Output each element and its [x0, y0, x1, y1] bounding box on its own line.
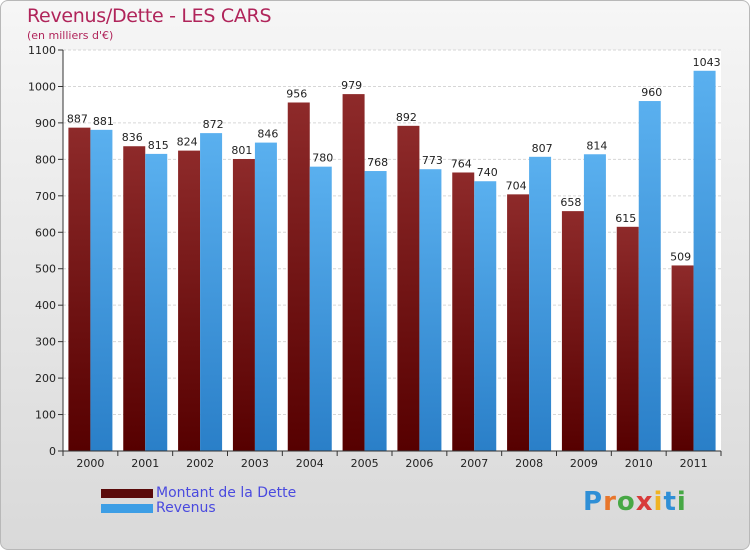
y-tick-label: 300: [35, 336, 56, 349]
logo-letter: o: [616, 487, 636, 517]
logo-letter: r: [603, 487, 617, 517]
data-labels: 887 881 836 815 824 872 801 846 956 780 979 768 892 7…: [67, 56, 721, 264]
data-label: 960: [641, 86, 662, 99]
data-label: 807: [532, 142, 553, 155]
revenus-bar: [474, 181, 497, 451]
x-tick-label: 2004: [296, 457, 324, 470]
x-tick-label: 2007: [460, 457, 488, 470]
grid-lines: [63, 49, 721, 452]
dette-bar: [232, 158, 255, 451]
y-tick-label: 400: [35, 299, 56, 312]
revenus-bar: [254, 142, 277, 451]
bars: [68, 70, 716, 452]
data-label: 881: [93, 115, 114, 128]
data-label: 815: [148, 139, 169, 152]
data-label: 704: [506, 179, 527, 192]
dette-bar: [178, 150, 201, 451]
revenus-bar: [90, 129, 113, 451]
logo-letter: P: [583, 487, 604, 517]
chart-subtitle: (en milliers d'€): [27, 29, 114, 42]
x-tick-label: 2009: [570, 457, 598, 470]
x-tick-label: 2003: [241, 457, 269, 470]
legend-label-dette: Montant de la Dette: [156, 485, 297, 501]
x-tick-label: 2002: [186, 457, 214, 470]
x-tick-label: 2011: [680, 457, 708, 470]
x-tick-label: 2006: [405, 457, 433, 470]
plot-area: [63, 50, 721, 451]
data-label: 764: [451, 157, 472, 170]
data-label: 773: [422, 154, 443, 167]
revenus-bar: [529, 156, 552, 451]
y-tick-label: 1000: [28, 80, 56, 93]
logo-letter: i: [676, 487, 687, 517]
data-label: 846: [257, 128, 278, 141]
revenus-bar: [364, 171, 387, 451]
proxiti-logo: Proxiti: [583, 487, 687, 517]
x-tick-label: 2005: [351, 457, 379, 470]
data-label: 836: [122, 131, 143, 144]
legend-swatch-dette: [101, 489, 153, 498]
data-label: 956: [286, 87, 307, 100]
x-tick-label: 2008: [515, 457, 543, 470]
dette-bar: [68, 127, 91, 451]
data-label: 814: [586, 139, 607, 152]
data-label: 740: [477, 166, 498, 179]
revenus-bar: [419, 169, 442, 451]
dette-bar: [452, 172, 475, 451]
y-tick-label: 1100: [28, 44, 56, 57]
data-label: 887: [67, 113, 88, 126]
chart-title: Revenus/Dette - LES CARS: [27, 5, 272, 27]
data-label: 872: [203, 118, 224, 131]
y-tick-label: 700: [35, 190, 56, 203]
data-label: 658: [560, 196, 581, 209]
dette-bar: [287, 102, 310, 452]
x-tick-label: 2010: [625, 457, 653, 470]
legend-label-revenus: Revenus: [156, 500, 216, 516]
data-label: 801: [231, 144, 252, 157]
dette-bar: [507, 194, 530, 452]
revenus-bar: [145, 153, 168, 452]
legend-swatch-revenus: [101, 504, 153, 513]
dette-bar: [342, 94, 365, 452]
y-tick-label: 200: [35, 372, 56, 385]
dette-bar: [123, 146, 146, 452]
logo-letter: i: [653, 487, 664, 517]
y-tick-label: 800: [35, 153, 56, 166]
data-label: 615: [615, 212, 636, 225]
revenus-bar: [309, 166, 332, 451]
dette-bar: [616, 226, 639, 451]
data-label: 780: [312, 152, 333, 165]
data-label: 509: [670, 250, 691, 263]
x-tick-label: 2000: [76, 457, 104, 470]
y-tick-label: 0: [49, 445, 56, 458]
data-label: 768: [367, 156, 388, 169]
revenus-bar: [693, 70, 716, 452]
axes: 0 100 200 300 400 500 600 700 800 900 1000 1100 2000…: [28, 44, 722, 470]
dette-bar: [671, 265, 694, 451]
x-tick-label: 2001: [131, 457, 159, 470]
dette-bar: [561, 211, 584, 451]
data-label: 1043: [693, 56, 721, 69]
y-tick-label: 900: [35, 117, 56, 130]
data-label: 979: [341, 79, 362, 92]
data-label: 892: [396, 111, 417, 124]
revenus-bar: [583, 154, 606, 451]
revenus-bar: [200, 133, 223, 451]
logo-letter: x: [635, 487, 654, 517]
dette-bar: [397, 125, 420, 452]
revenus-bar: [638, 101, 661, 451]
y-tick-label: 100: [35, 409, 56, 422]
logo-letter: t: [663, 487, 677, 517]
data-label: 824: [177, 136, 198, 149]
y-tick-label: 500: [35, 263, 56, 276]
y-tick-label: 600: [35, 226, 56, 239]
